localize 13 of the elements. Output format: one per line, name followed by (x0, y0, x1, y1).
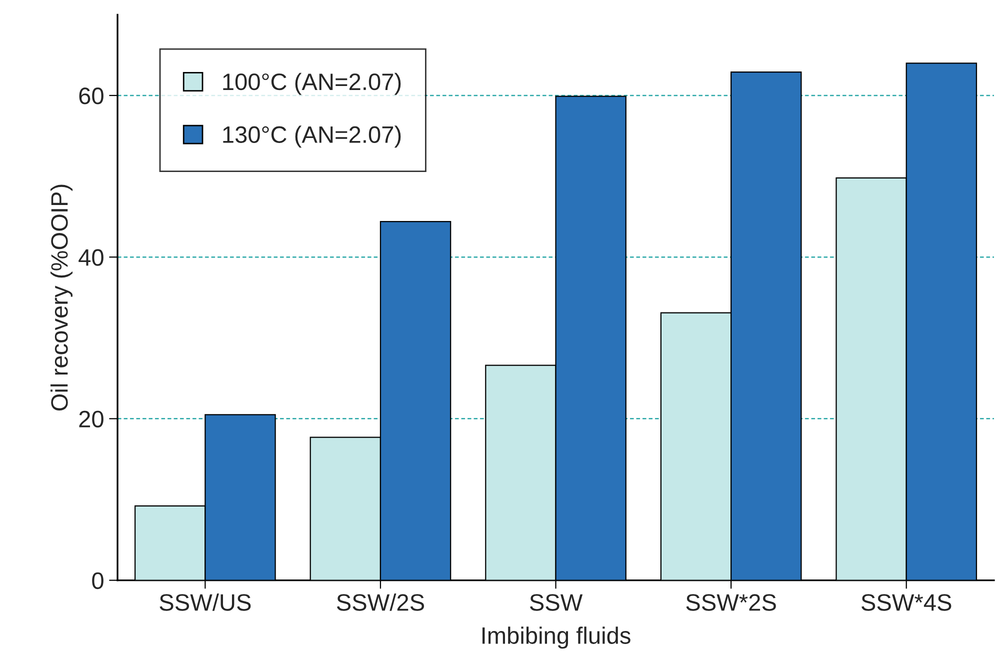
legend-label: 130°C (AN=2.07) (223, 126, 401, 148)
y-tick-label: 40 (78, 249, 104, 266)
y-tick-label: 60 (79, 88, 104, 104)
y-tick-label: 0 (92, 572, 104, 590)
x-axis-title: Imbibing fluids (482, 626, 630, 649)
legend-label: 100°C (AN=2.07) (223, 72, 401, 95)
x-tick-label: SSW (530, 594, 583, 611)
y-tick-label: 20 (79, 410, 104, 428)
x-tick-label: SSW/2S (336, 593, 424, 611)
x-tick-label: SSW*2S (686, 594, 776, 611)
x-tick-label: SSW*4S (862, 594, 952, 611)
y-axis-title: Oil recovery (%OOIP) (50, 184, 73, 410)
x-tick-label: SSW/US (160, 593, 251, 611)
